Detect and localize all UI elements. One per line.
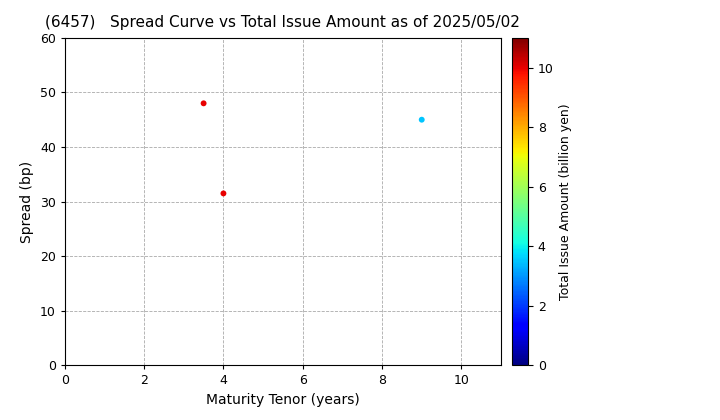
Point [416,116,428,123]
Point [217,190,229,197]
Title: (6457)   Spread Curve vs Total Issue Amount as of 2025/05/02: (6457) Spread Curve vs Total Issue Amoun… [45,15,521,30]
Point [198,100,210,107]
Y-axis label: Spread (bp): Spread (bp) [20,160,35,243]
Y-axis label: Total Issue Amount (billion yen): Total Issue Amount (billion yen) [559,103,572,300]
X-axis label: Maturity Tenor (years): Maturity Tenor (years) [206,393,360,407]
